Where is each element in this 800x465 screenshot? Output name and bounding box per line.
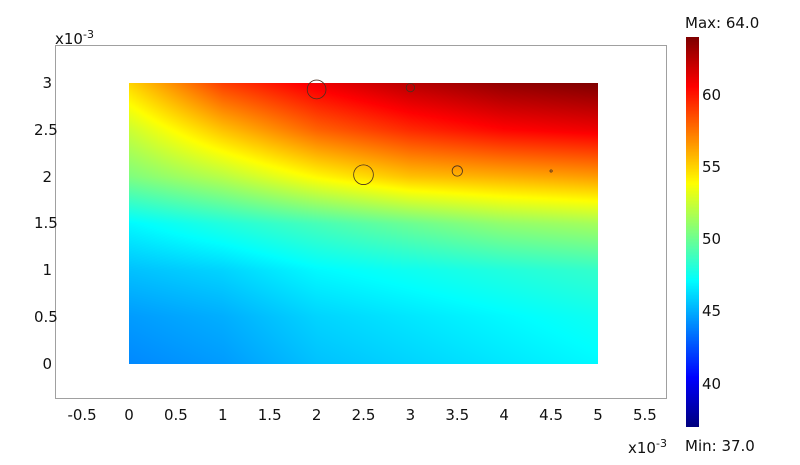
colorbar-tick-label: 45 [702, 302, 722, 321]
y-tick-label: 2 [42, 167, 52, 186]
x-tick-label: 0 [124, 406, 134, 424]
colorbar-tick-label: 60 [702, 85, 722, 104]
circle-mark [306, 79, 327, 100]
x-tick-label: 5 [593, 406, 603, 424]
colorbar-max-label: Max: 64.0 [685, 14, 760, 32]
y-multiplier: x10-3 [55, 28, 94, 48]
y-tick-label: 1.5 [34, 214, 58, 233]
circle-mark [549, 169, 553, 173]
y-tick-label: 3 [42, 73, 52, 92]
y-tick-label: 0.5 [34, 308, 58, 327]
heatmap-surface [129, 83, 598, 364]
plot-frame [55, 45, 667, 399]
x-tick-label: 2 [311, 406, 322, 424]
x-tick-label: 1 [218, 406, 228, 424]
x-tick-label: 0.5 [163, 406, 188, 424]
circle-mark [451, 165, 463, 177]
colorbar-min-label: Min: 37.0 [685, 437, 755, 455]
colorbar [686, 37, 699, 427]
x-tick-label: 3.5 [445, 406, 470, 424]
y-tick-label: 2.5 [34, 120, 58, 139]
x-tick-label: 5.5 [632, 406, 657, 424]
colorbar-tick-label: 40 [702, 374, 722, 393]
x-tick-label: 2.5 [351, 406, 376, 424]
y-tick-label: 0 [42, 355, 52, 373]
circle-mark [353, 164, 374, 185]
x-tick-label: 3 [405, 406, 416, 424]
colorbar-tick-label: 50 [702, 230, 722, 249]
x-tick-label: 1.5 [257, 406, 282, 424]
y-tick-label: 1 [42, 261, 52, 280]
colorbar-tick-label: 55 [702, 158, 722, 176]
circle-mark [405, 82, 416, 93]
x-multiplier: x10-3 [628, 437, 667, 457]
x-tick-label: 4.5 [539, 406, 564, 424]
x-tick-label: -0.5 [67, 406, 97, 424]
x-tick-label: 4 [499, 406, 509, 424]
